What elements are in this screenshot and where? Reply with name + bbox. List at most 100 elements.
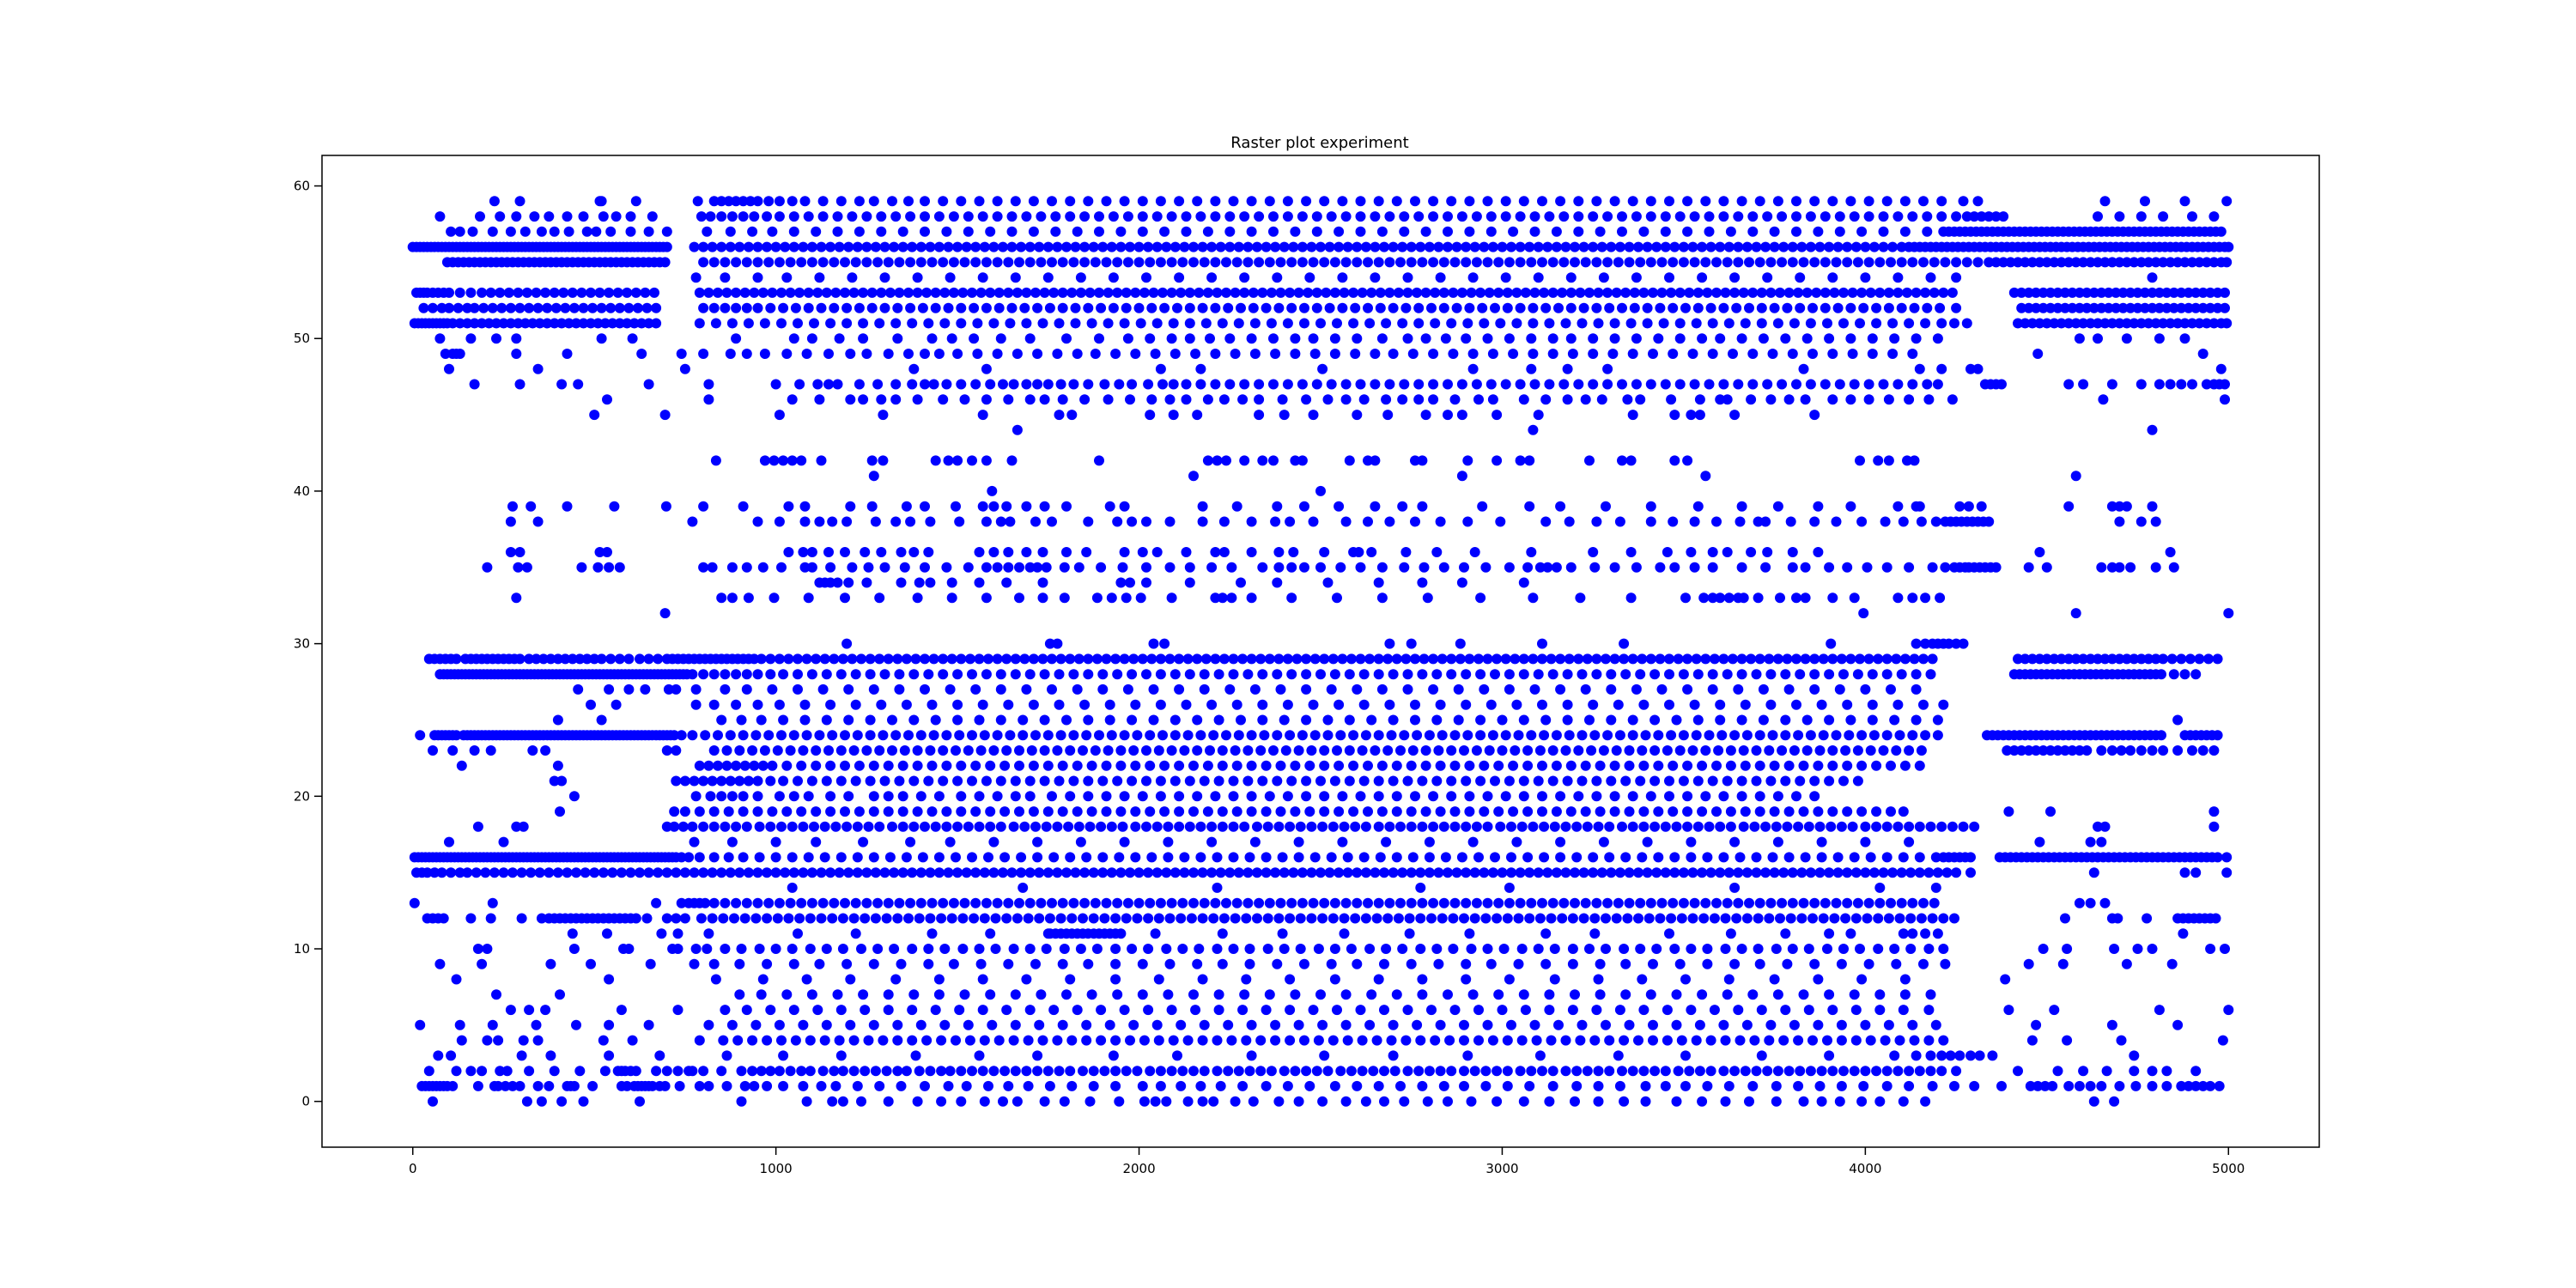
spike-marker <box>1567 958 1578 969</box>
spike-marker <box>879 272 890 283</box>
spike-marker <box>656 928 667 939</box>
spike-marker <box>1424 730 1435 741</box>
spike-marker <box>2112 913 2123 924</box>
spike-marker <box>1764 745 1775 756</box>
spike-marker <box>707 775 718 787</box>
spike-marker <box>1148 287 1159 298</box>
spike-marker <box>823 547 834 557</box>
spike-marker <box>1306 241 1317 252</box>
spike-marker <box>1021 287 1032 298</box>
spike-marker <box>2111 302 2122 313</box>
spike-marker <box>1868 241 1880 252</box>
spike-marker <box>2208 745 2220 756</box>
spike-marker <box>1593 1080 1604 1091</box>
spike-marker <box>469 745 480 756</box>
spike-marker <box>1586 745 1597 756</box>
spike-marker <box>568 791 580 802</box>
spike-marker <box>1417 775 1428 787</box>
spike-marker <box>1086 989 1097 1000</box>
spike-marker <box>1137 1080 1148 1091</box>
spike-marker <box>1230 745 1241 756</box>
spike-marker <box>1740 760 1751 771</box>
spike-marker <box>690 944 702 954</box>
spike-marker <box>1168 410 1179 421</box>
spike-marker <box>780 241 791 252</box>
spike-marker <box>726 318 738 329</box>
spike-marker <box>1798 989 1809 1000</box>
spike-marker <box>532 363 544 374</box>
spike-marker <box>993 287 1005 298</box>
spike-marker <box>915 867 927 878</box>
spike-marker <box>1551 760 1562 771</box>
spike-marker <box>451 974 462 985</box>
spike-marker <box>521 562 532 573</box>
spike-marker <box>2088 1096 2099 1107</box>
spike-marker <box>1170 775 1181 787</box>
spike-marker <box>1480 1066 1492 1077</box>
spike-marker <box>1315 775 1326 787</box>
spike-marker <box>946 653 957 665</box>
spike-marker <box>1317 1019 1328 1030</box>
spike-marker <box>1096 1035 1107 1046</box>
spike-marker <box>1306 867 1317 878</box>
spike-marker <box>1166 1005 1177 1016</box>
spike-marker <box>783 547 794 557</box>
spike-marker <box>1645 791 1656 802</box>
spike-marker <box>920 562 930 573</box>
spike-marker <box>1506 867 1516 878</box>
spike-marker <box>571 318 581 329</box>
spike-marker <box>736 944 747 954</box>
spike-marker <box>878 730 889 741</box>
spike-marker <box>974 577 985 588</box>
spike-marker <box>2096 1080 2107 1091</box>
spike-marker <box>1061 867 1072 878</box>
spike-marker <box>1863 958 1874 969</box>
spike-marker <box>1252 867 1262 878</box>
spike-marker <box>2106 562 2117 573</box>
spike-marker <box>927 333 938 344</box>
spike-marker <box>866 455 878 466</box>
spike-marker <box>897 806 908 817</box>
spike-marker <box>1221 257 1231 268</box>
spike-marker <box>1395 1080 1406 1091</box>
spike-marker <box>883 760 894 771</box>
spike-marker <box>1874 989 1886 1000</box>
spike-marker <box>627 1035 638 1046</box>
spike-marker <box>2212 852 2223 863</box>
spike-marker <box>1627 730 1638 741</box>
spike-marker <box>837 1066 848 1077</box>
spike-marker <box>977 1066 988 1077</box>
spike-marker <box>1687 867 1698 878</box>
spike-marker <box>948 257 959 268</box>
spike-marker <box>852 852 863 863</box>
spike-marker <box>1376 226 1388 237</box>
spike-marker <box>1791 226 1801 237</box>
spike-marker <box>1024 241 1036 252</box>
spike-marker <box>1086 760 1097 771</box>
spike-marker <box>1692 775 1704 787</box>
spike-marker <box>1319 806 1330 817</box>
spike-marker <box>1705 241 1716 252</box>
spike-marker <box>1909 455 1920 466</box>
spike-marker <box>917 852 928 863</box>
spike-marker <box>1689 257 1700 268</box>
spike-marker <box>894 257 905 268</box>
spike-marker <box>1886 760 1896 771</box>
spike-marker <box>1456 379 1467 390</box>
spike-marker <box>1242 897 1254 908</box>
spike-marker <box>816 241 827 252</box>
spike-marker <box>1691 318 1702 329</box>
spike-marker <box>1164 653 1176 665</box>
spike-marker <box>1437 653 1448 665</box>
spike-marker <box>1907 897 1918 908</box>
spike-marker <box>1130 349 1141 359</box>
spike-marker <box>1048 287 1060 298</box>
spike-marker <box>1772 836 1783 848</box>
spike-marker <box>736 714 747 726</box>
spike-marker <box>1417 577 1428 588</box>
spike-marker <box>708 196 720 207</box>
spike-marker <box>1571 1080 1583 1091</box>
spike-marker <box>1143 241 1154 252</box>
spike-marker <box>1145 410 1156 421</box>
spike-marker <box>1379 867 1389 878</box>
